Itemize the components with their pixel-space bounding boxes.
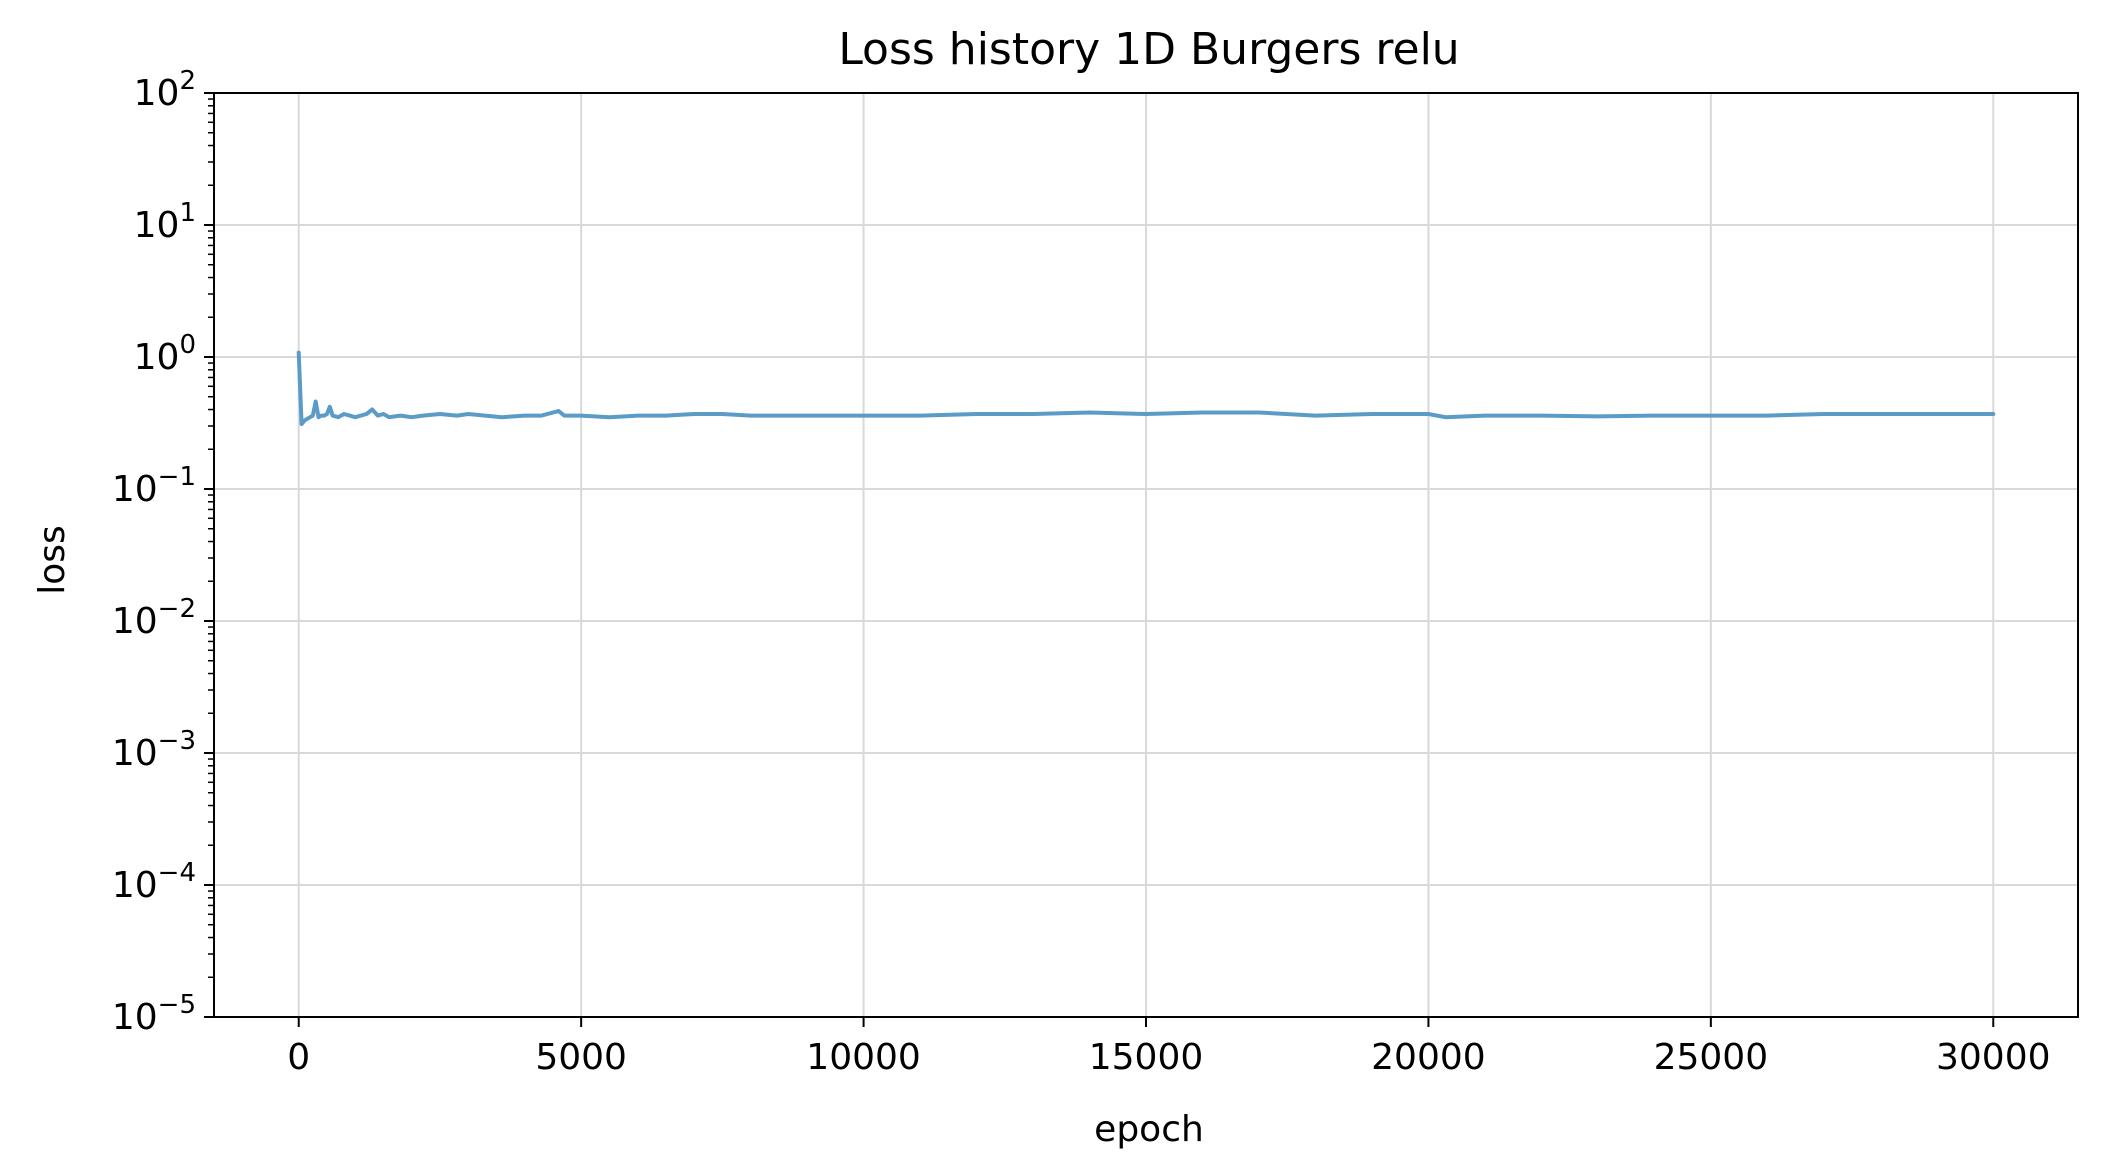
y-tick-label: 10−2 — [112, 594, 196, 642]
y-tick-label: 101 — [134, 198, 196, 246]
x-tick-label: 10000 — [806, 1037, 921, 1078]
axis-ticks: 0 5000 10000 15000 20000 25000 3000010−510−410… — [112, 66, 2051, 1078]
y-tick-label-exponent: −1 — [158, 462, 196, 492]
y-tick-label: 102 — [134, 66, 196, 114]
y-tick-label-base: 10 — [112, 469, 158, 510]
loss-series-line — [296, 350, 1996, 427]
y-tick-label-base: 10 — [112, 733, 158, 774]
y-tick-label-exponent: −2 — [158, 594, 196, 624]
y-tick-label-exponent: −3 — [158, 726, 196, 756]
y-tick-label-base: 10 — [134, 73, 180, 114]
y-tick-label-exponent: −4 — [158, 858, 196, 888]
x-tick-label: 25000 — [1654, 1037, 1769, 1078]
x-tick-label: 15000 — [1089, 1037, 1204, 1078]
y-tick-label: 10−5 — [112, 990, 196, 1038]
y-tick-label: 10−3 — [112, 726, 196, 774]
y-tick-label-base: 10 — [112, 997, 158, 1038]
chart-title: Loss history 1D Burgers relu — [838, 24, 1459, 75]
y-tick-label-exponent: 0 — [179, 330, 196, 360]
y-tick-label-base: 10 — [112, 601, 158, 642]
y-tick-label-exponent: 1 — [179, 198, 196, 228]
series-layer — [296, 350, 1996, 427]
y-axis-label: loss — [32, 525, 73, 595]
y-tick-label-exponent: −5 — [158, 990, 196, 1020]
y-tick-label: 10−4 — [112, 858, 196, 906]
y-tick-label: 10−1 — [112, 462, 196, 510]
y-tick-label-base: 10 — [134, 205, 180, 246]
y-tick-label-exponent: 2 — [179, 66, 196, 96]
y-tick-label-base: 10 — [134, 337, 180, 378]
x-tick-label: 30000 — [1936, 1037, 2051, 1078]
x-axis-label: epoch — [1094, 1109, 1204, 1150]
x-tick-label: 5000 — [535, 1037, 627, 1078]
y-tick-label-base: 10 — [112, 865, 158, 906]
grid-lines — [214, 92, 2078, 1018]
y-tick-label: 100 — [134, 330, 196, 378]
x-tick-label: 0 — [287, 1037, 310, 1078]
x-tick-label: 20000 — [1371, 1037, 1486, 1078]
